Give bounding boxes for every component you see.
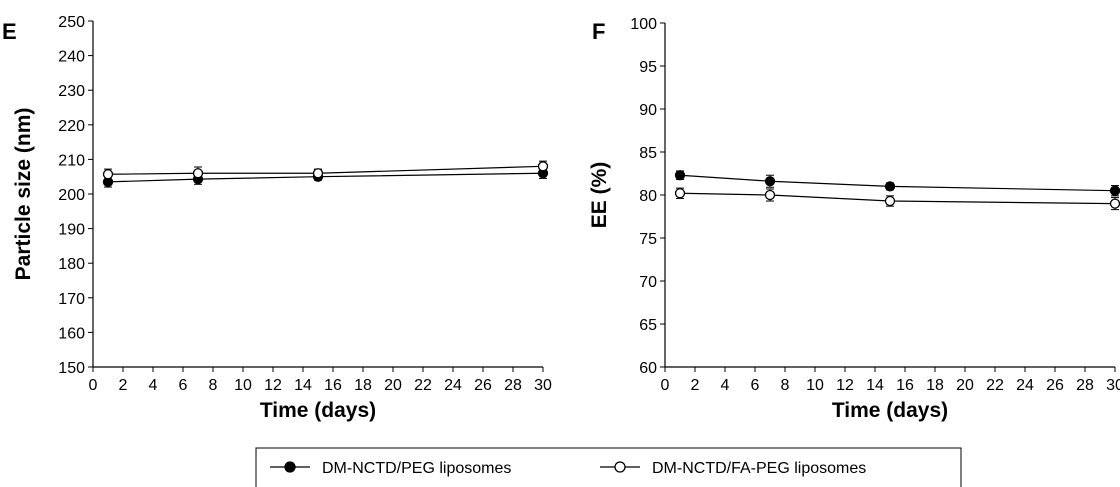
- y-tick-label-f: 100: [630, 16, 657, 33]
- y-tick-label-e: 200: [58, 187, 85, 204]
- y-tick-label-f: 85: [639, 145, 657, 162]
- y-tick-label-e: 160: [58, 325, 85, 342]
- x-tick-label-e: 18: [354, 377, 372, 394]
- y-tick-label-e: 240: [58, 49, 85, 66]
- y-tick-label-e: 180: [58, 256, 85, 273]
- x-tick-label-e: 2: [119, 377, 128, 394]
- x-axis-title-f: Time (days): [832, 399, 948, 422]
- x-tick-label-f: 6: [751, 377, 760, 394]
- legend-label-fa-peg: DM-NCTD/FA-PEG liposomes: [652, 460, 866, 477]
- y-tick-label-f: 75: [639, 231, 657, 248]
- series-line-f-1: [679, 192, 1116, 205]
- legend: DM-NCTD/PEG liposomes DM-NCTD/FA-PEG lip…: [255, 447, 962, 487]
- x-tick-label-f: 30: [1106, 377, 1120, 394]
- x-tick-label-f: 0: [661, 377, 670, 394]
- y-tick-label-e: 190: [58, 222, 85, 239]
- filled-point-f-0: [674, 170, 686, 181]
- x-tick-label-e: 24: [444, 377, 462, 394]
- y-axis-title-f: EE (%): [588, 162, 611, 229]
- x-tick-label-e: 20: [384, 377, 402, 394]
- x-tick-label-f: 4: [721, 377, 730, 394]
- x-tick-label-e: 22: [414, 377, 432, 394]
- panel-label-e: E: [2, 19, 17, 44]
- y-tick-label-e: 150: [58, 360, 85, 377]
- x-tick-label-e: 26: [474, 377, 492, 394]
- legend-marker-open: [614, 461, 626, 473]
- x-tick-label-e: 30: [534, 377, 552, 394]
- series-line-e-1: [107, 165, 544, 175]
- x-tick-label-f: 18: [926, 377, 944, 394]
- x-tick-label-f: 20: [956, 377, 974, 394]
- legend-marker-filled: [284, 461, 296, 473]
- y-tick-label-e: 250: [58, 14, 85, 31]
- y-tick-label-f: 80: [639, 188, 657, 205]
- open-point-f-1: [1109, 198, 1120, 209]
- x-tick-label-e: 10: [234, 377, 252, 394]
- x-tick-label-e: 4: [149, 377, 158, 394]
- open-point-e-1: [537, 161, 549, 172]
- x-tick-label-e: 14: [294, 377, 312, 394]
- open-point-f-1: [674, 188, 686, 199]
- x-tick-label-e: 0: [89, 377, 98, 394]
- y-tick-label-f: 95: [639, 59, 657, 76]
- x-tick-label-f: 10: [806, 377, 824, 394]
- y-tick-label-f: 60: [639, 360, 657, 377]
- open-point-f-1: [764, 189, 776, 201]
- x-tick-label-e: 12: [264, 377, 282, 394]
- y-axis-title-e: Particle size (nm): [12, 108, 35, 281]
- y-tick-label-e: 230: [58, 83, 85, 100]
- y-tick-label-e: 210: [58, 152, 85, 169]
- x-tick-label-e: 16: [324, 377, 342, 394]
- open-point-f-1: [884, 195, 896, 207]
- x-tick-label-e: 6: [179, 377, 188, 394]
- y-tick-label-e: 170: [58, 291, 85, 308]
- open-point-e-1: [102, 169, 114, 180]
- filled-point-f-0: [884, 181, 896, 192]
- open-point-e-1: [312, 168, 324, 179]
- x-tick-label-f: 28: [1076, 377, 1094, 394]
- x-tick-label-f: 16: [896, 377, 914, 394]
- series-line-f-0: [679, 174, 1116, 192]
- x-tick-label-f: 26: [1046, 377, 1064, 394]
- x-tick-label-f: 8: [781, 377, 790, 394]
- filled-point-f-0: [764, 176, 776, 187]
- panel-label-f: F: [592, 19, 605, 44]
- x-tick-label-f: 24: [1016, 377, 1034, 394]
- x-axis-title-e: Time (days): [260, 399, 376, 422]
- legend-label-peg: DM-NCTD/PEG liposomes: [322, 460, 511, 477]
- open-point-e-1: [192, 168, 204, 179]
- filled-point-f-0: [1109, 185, 1120, 196]
- y-tick-label-f: 70: [639, 274, 657, 291]
- legend-item-fa-peg: DM-NCTD/FA-PEG liposomes: [600, 460, 866, 477]
- x-tick-label-f: 22: [986, 377, 1004, 394]
- y-tick-label-f: 65: [639, 317, 657, 334]
- x-tick-label-f: 14: [866, 377, 884, 394]
- legend-box: [255, 447, 962, 487]
- series-line-e-0: [107, 172, 544, 183]
- x-tick-label-f: 12: [836, 377, 854, 394]
- y-tick-label-e: 220: [58, 118, 85, 135]
- y-tick-label-f: 90: [639, 102, 657, 119]
- x-tick-label-f: 2: [691, 377, 700, 394]
- x-tick-label-e: 28: [504, 377, 522, 394]
- legend-item-peg: DM-NCTD/PEG liposomes: [270, 460, 511, 477]
- x-tick-label-e: 8: [209, 377, 218, 394]
